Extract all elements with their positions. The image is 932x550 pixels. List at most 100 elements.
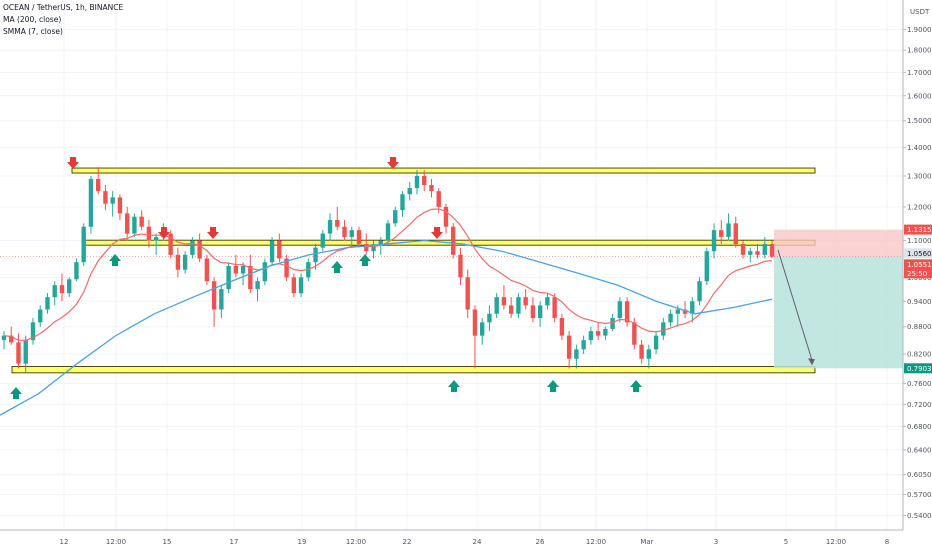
candle-body (248, 265, 253, 290)
x-tick-label: 12:00 (826, 538, 846, 546)
candle-body (661, 322, 666, 336)
last-price-tag-bg (904, 259, 932, 270)
time-axis[interactable]: 12 12:00 15 17 19 12:00 22 24 26 12:00 Mar 3 5 12:00 8 (0, 529, 903, 546)
y-tick-label: 1.3000 (907, 172, 932, 180)
candle-body (124, 213, 130, 234)
support-resistance-zones (11, 167, 816, 374)
candle-body (414, 175, 420, 189)
smma-line (3, 208, 773, 341)
candle-body (38, 309, 43, 323)
y-tick-label: 1.8000 (907, 47, 932, 55)
stop-price-tag: 1.1315 (907, 226, 932, 234)
chart-legend: OCEAN / TetherUS, 1h, BINANCE MA (200, c… (3, 2, 123, 38)
projection-arrowhead (808, 358, 815, 366)
candle-body (168, 233, 173, 255)
candle-body (762, 244, 767, 255)
candle-body (436, 191, 441, 207)
ma-line (0, 239, 773, 416)
short-position-tool[interactable] (0, 229, 903, 369)
candle-body (132, 216, 137, 234)
signal-arrows (10, 157, 642, 399)
candle-body (269, 240, 275, 263)
candle-body (617, 301, 623, 319)
current-price-tag: 1.0560 (907, 250, 932, 258)
x-tick-label: 19 (298, 538, 307, 546)
candle-body (139, 216, 144, 227)
candle-body (494, 297, 499, 314)
target-price-tag: 0.7903 (907, 365, 932, 373)
x-tick-label: 15 (163, 538, 172, 546)
up-arrow-icon (109, 254, 121, 266)
y-tick-label: 0.5400 (907, 512, 932, 520)
candle-body (697, 281, 702, 302)
y-tick-label: 0.6800 (907, 423, 932, 431)
x-tick-label: 24 (473, 538, 482, 546)
candle-body (508, 305, 514, 314)
stop-price-tag-bg (904, 224, 932, 235)
y-tick-label: 0.8200 (907, 351, 932, 359)
candle-body (711, 230, 717, 252)
candle-body (349, 230, 354, 238)
candle-body (1, 335, 7, 341)
candle-body (393, 210, 398, 224)
candle-body (400, 194, 405, 211)
candle-body (523, 297, 528, 306)
candle-body (52, 285, 57, 298)
up-arrow-icon (10, 387, 22, 399)
candle-body (30, 322, 36, 341)
up-arrow-icon (630, 380, 642, 392)
x-tick-label: Mar (640, 538, 653, 546)
x-tick-label: 12:00 (346, 538, 366, 546)
candle-body (371, 244, 376, 252)
y-tick-label: 0.8800 (907, 323, 932, 331)
candle-body (190, 240, 195, 255)
candle-body (175, 254, 181, 270)
y-tick-label: 1.2000 (907, 203, 932, 211)
countdown-tag-bg (904, 268, 932, 279)
y-tick-label: 1.1000 (907, 237, 932, 245)
candle-body (226, 265, 231, 290)
candle-body (146, 226, 152, 241)
y-tick-label: 0.5700 (907, 491, 932, 499)
candle-body (277, 240, 282, 259)
candle-body (74, 262, 79, 280)
candle-body (574, 349, 579, 359)
x-tick-label: 17 (230, 538, 239, 546)
candle-body (530, 305, 536, 319)
down-arrow-icon (67, 157, 79, 169)
x-tick-label: 8 (885, 538, 889, 546)
candle-body (327, 220, 333, 234)
symbol-title[interactable]: OCEAN / TetherUS, 1h, BINANCE (3, 3, 124, 12)
up-arrow-icon (547, 380, 559, 392)
x-tick-label: 5 (784, 538, 788, 546)
candle-body (211, 281, 217, 310)
currency-label: USDT (910, 8, 930, 16)
y-tick-label: 0.6400 (907, 446, 932, 454)
candle-body (67, 279, 72, 294)
candle-body (320, 233, 325, 248)
candle-body (342, 226, 347, 238)
candle-body (632, 322, 637, 345)
candle-body (682, 309, 688, 314)
candle-body (182, 254, 188, 270)
candle-body (733, 223, 738, 245)
candle-body (240, 265, 246, 274)
candle-body (429, 184, 434, 192)
candle-body (262, 262, 268, 282)
y-tick-label: 1.6000 (907, 92, 932, 100)
candle-body (88, 178, 94, 227)
candle-body (219, 289, 224, 310)
down-arrow-icon (387, 157, 399, 169)
candle-body (639, 344, 644, 359)
down-arrow-icon (431, 227, 443, 239)
countdown-tag: 25:50 (907, 270, 927, 278)
x-tick-label: 12:00 (106, 538, 126, 546)
ma-legend[interactable]: MA (200, close) (3, 15, 62, 24)
x-tick-label: 3 (714, 538, 718, 546)
candle-body (740, 244, 746, 255)
candle-body (378, 240, 383, 245)
smma-legend[interactable]: SMMA (7, close) (3, 27, 63, 36)
x-tick-label: 26 (536, 538, 545, 546)
